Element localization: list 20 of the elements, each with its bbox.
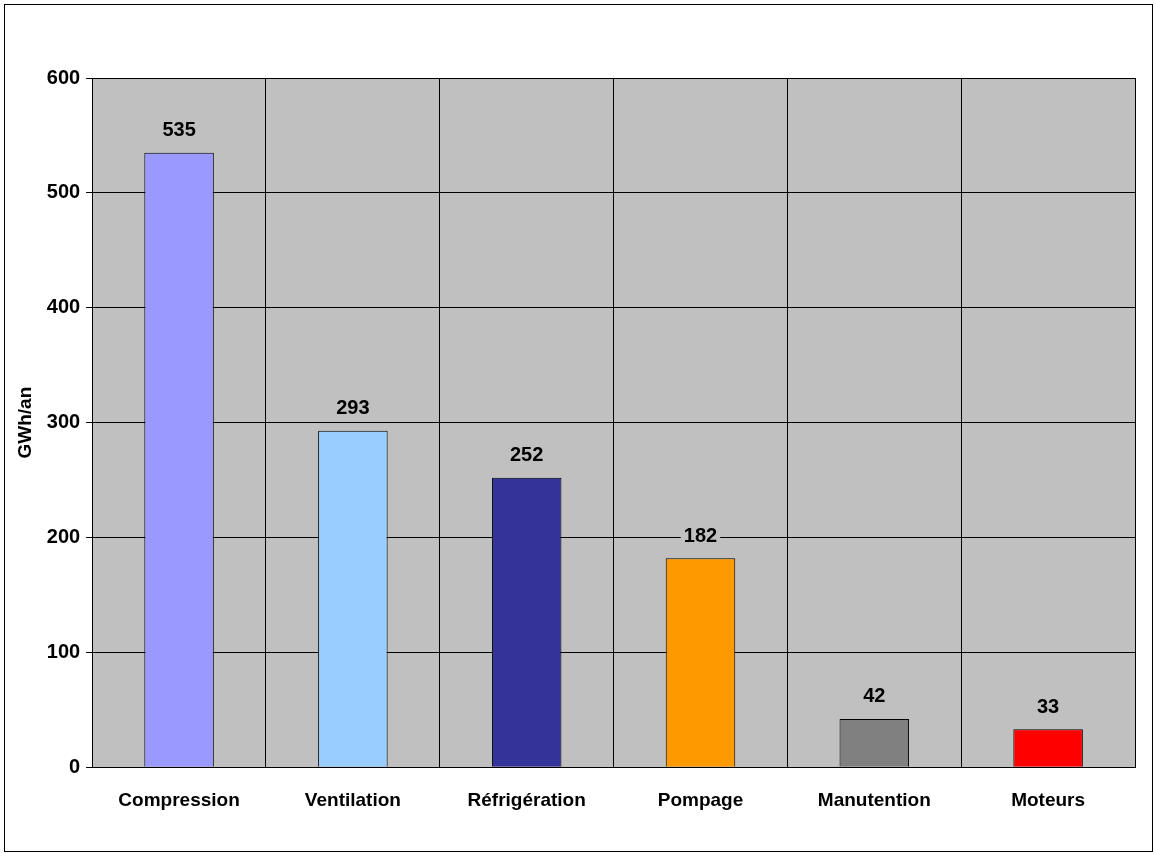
y-tick-label: 200 <box>46 524 81 547</box>
x-tick-label: Ventilation <box>304 788 401 810</box>
data-label: 293 <box>336 396 370 419</box>
x-tick-label: Compression <box>118 788 240 810</box>
data-label: 182 <box>683 523 718 546</box>
x-tick-label: Manutention <box>817 788 931 810</box>
y-tick-label: 0 <box>69 754 81 777</box>
y-axis-title: GWh/an <box>13 386 35 459</box>
y-tick-label: 100 <box>46 639 81 662</box>
data-label: 42 <box>863 684 886 707</box>
x-tick-label: Réfrigération <box>467 788 586 810</box>
x-tick-label: Moteurs <box>1011 788 1086 810</box>
data-label: 33 <box>1036 694 1060 717</box>
y-tick-label: 600 <box>46 65 81 88</box>
y-tick-label: 300 <box>46 410 81 433</box>
x-tick-label: Pompage <box>657 788 744 810</box>
data-label: 252 <box>509 443 544 466</box>
data-label: 535 <box>162 118 196 141</box>
y-tick-label: 500 <box>46 180 81 203</box>
y-tick-label: 400 <box>46 295 81 318</box>
